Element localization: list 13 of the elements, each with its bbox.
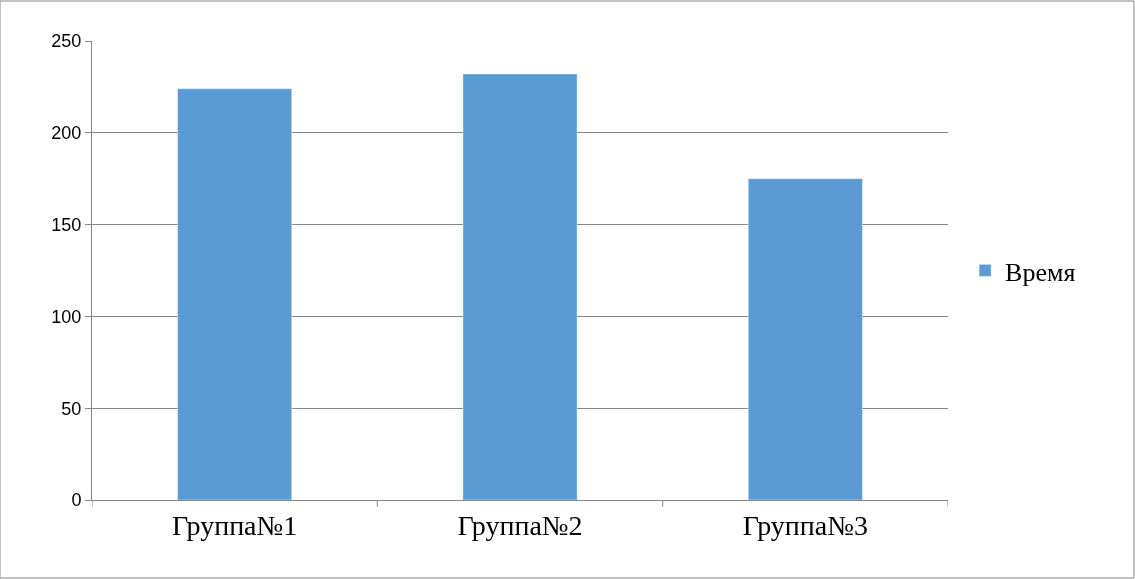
legend-label: Время: [1005, 257, 1076, 287]
y-tick-label: 0: [71, 490, 82, 511]
y-tick-label: 50: [61, 398, 82, 419]
bar: [462, 73, 578, 500]
y-tick-label: 200: [51, 123, 82, 144]
y-tick-label: 250: [51, 31, 82, 52]
bar: [177, 88, 292, 500]
y-tick-label: 100: [51, 306, 82, 327]
x-tick-label: Группа№2: [457, 509, 583, 541]
bar: [748, 178, 863, 500]
x-tick-label: Группа№3: [742, 509, 868, 541]
y-tick-label: 150: [51, 214, 82, 235]
x-tick-label: Группа№1: [172, 509, 298, 541]
